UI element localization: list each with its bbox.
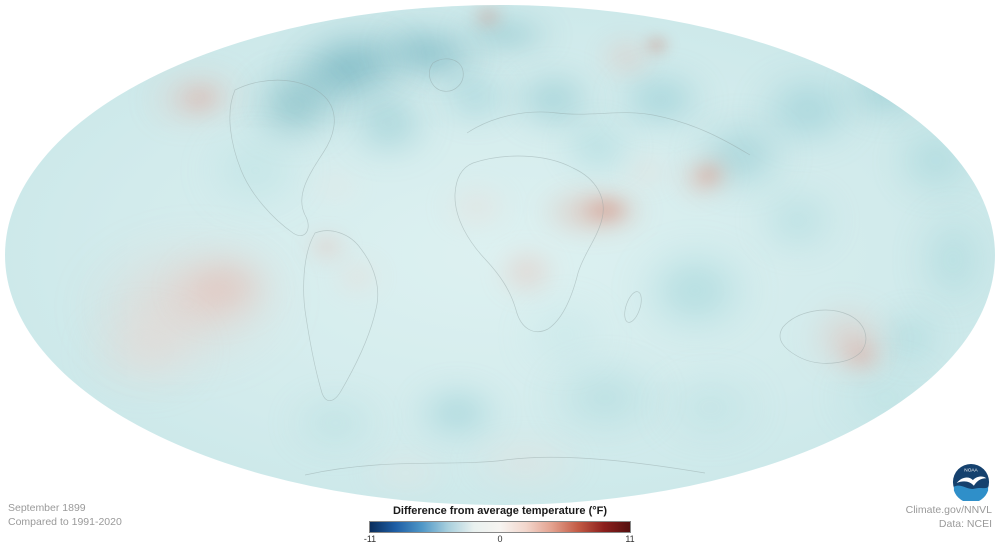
noaa-logo-icon: NOAA	[952, 463, 990, 501]
legend-units: (°F)	[588, 505, 608, 517]
credit-source: Climate.gov/NNVL	[905, 504, 992, 516]
baseline-label: Compared to 1991-2020	[8, 515, 122, 528]
credit-data: Data: NCEI	[938, 517, 992, 530]
legend: Difference from average temperature (°F)…	[350, 505, 650, 546]
coastlines	[229, 58, 867, 476]
tick-mid: 0	[497, 534, 503, 544]
tick-min: -11	[363, 534, 377, 544]
world-map-ellipse	[5, 5, 995, 505]
legend-title: Difference from average temperature (°F)	[350, 505, 650, 517]
colorbar-ticks: -11 0 11	[364, 534, 635, 546]
noaa-logo-text: NOAA	[964, 468, 978, 474]
legend-title-text: Difference from average temperature	[392, 505, 586, 517]
tick-max: 11	[625, 534, 635, 544]
date-label: September 1899	[8, 502, 86, 514]
colorbar	[369, 521, 631, 533]
